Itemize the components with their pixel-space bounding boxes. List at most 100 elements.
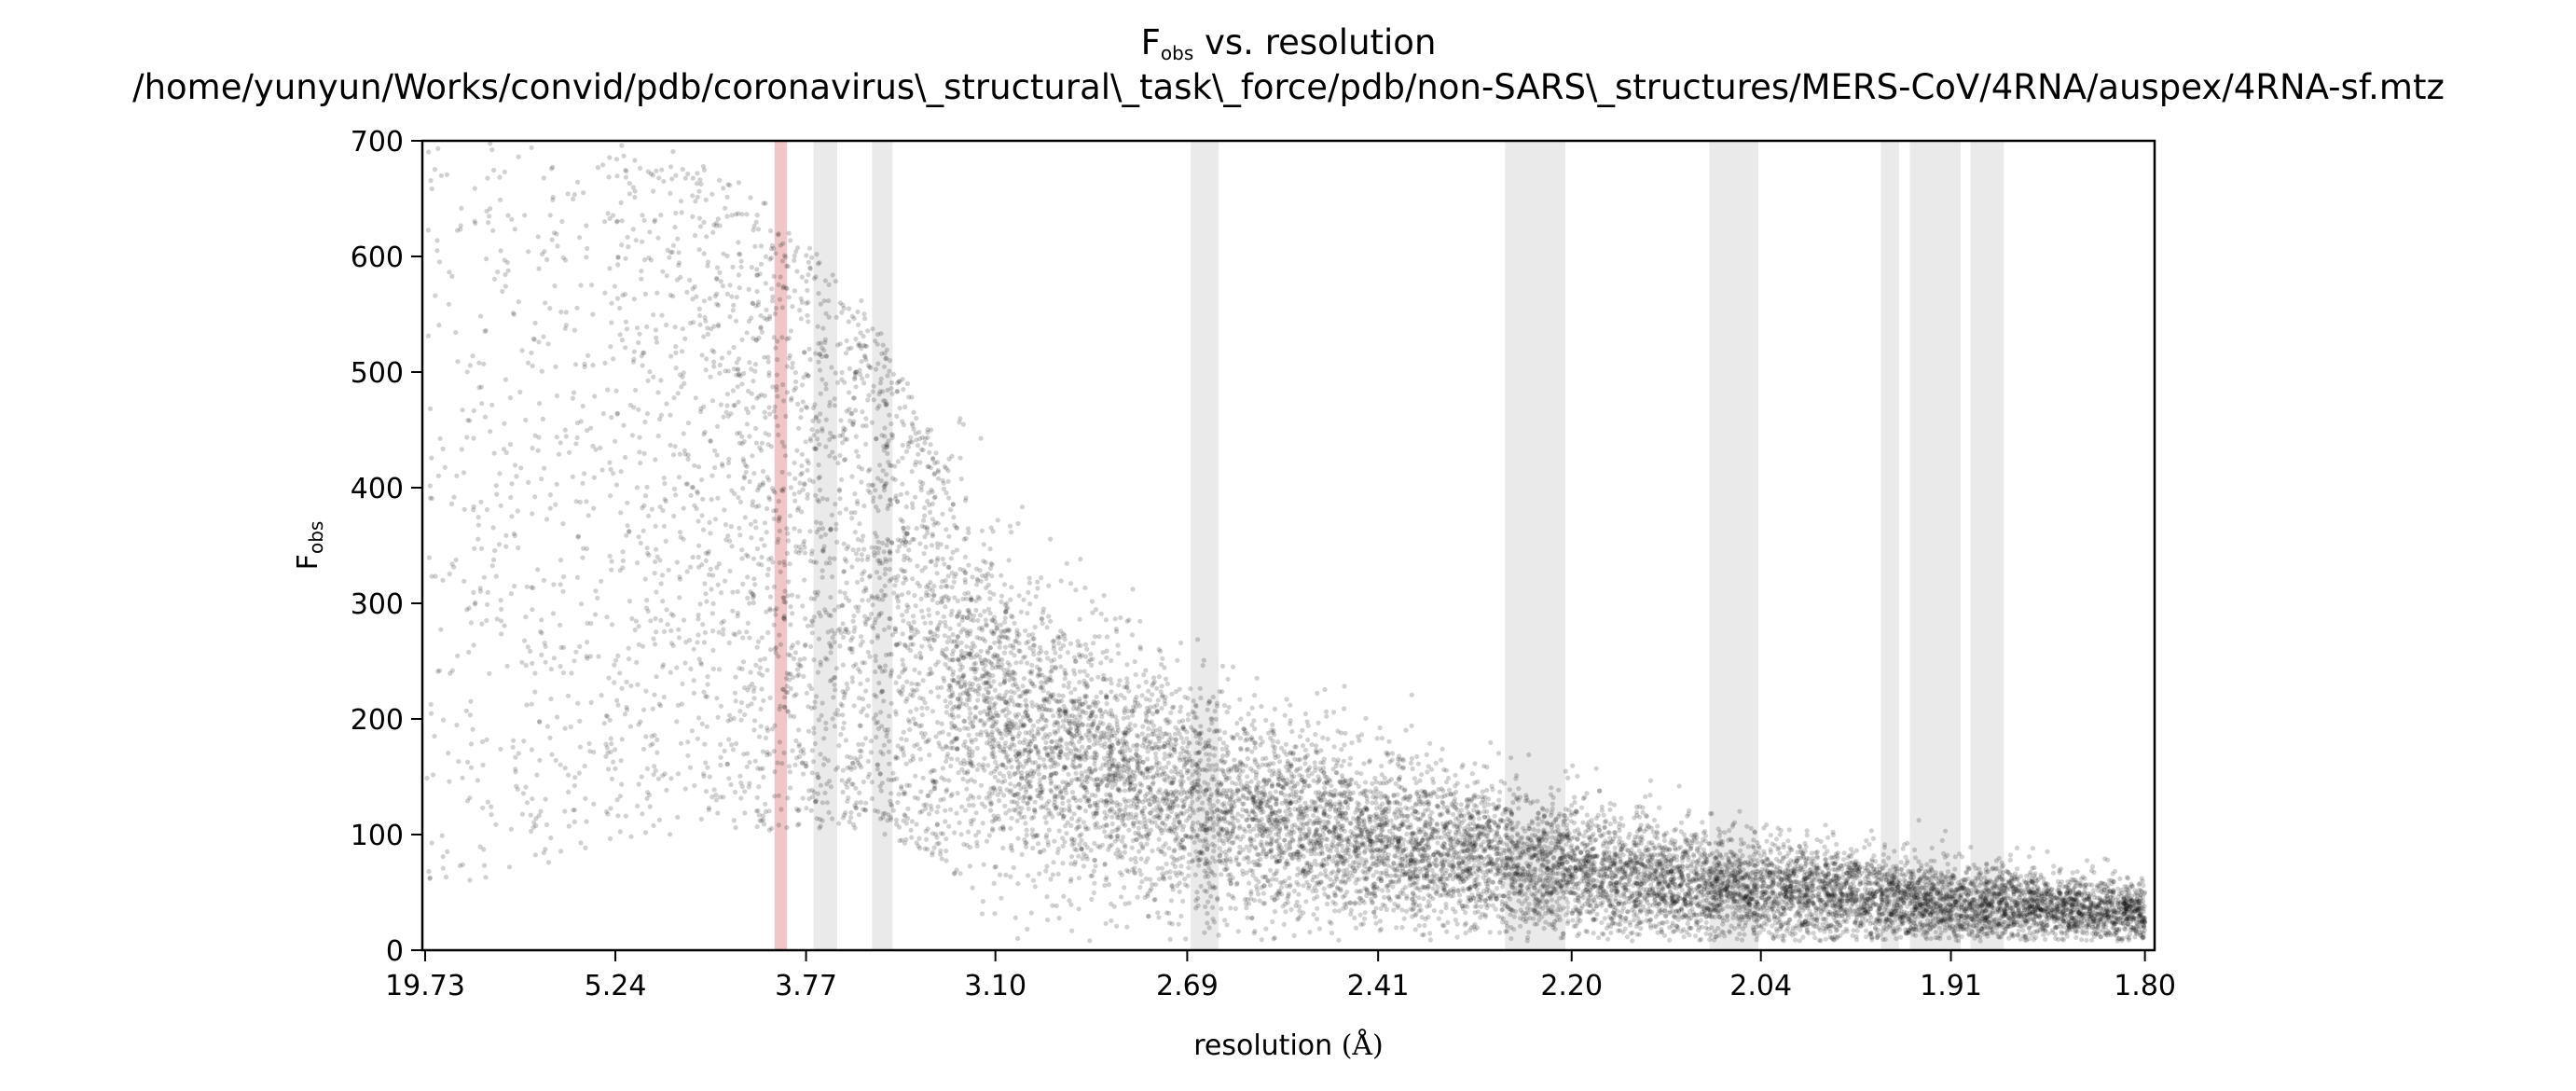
scatter-point	[1166, 846, 1172, 851]
scatter-point	[1228, 872, 1233, 877]
scatter-point	[2059, 910, 2065, 916]
scatter-point	[923, 828, 929, 835]
scatter-point	[1125, 714, 1131, 720]
scatter-point	[539, 617, 544, 623]
scatter-point	[1985, 933, 1991, 939]
scatter-point	[2129, 883, 2135, 890]
scatter-point	[1507, 890, 1512, 895]
scatter-point	[1638, 861, 1644, 866]
scatter-point	[900, 442, 905, 448]
scatter-point	[1525, 887, 1531, 892]
scatter-point	[1781, 938, 1786, 944]
scatter-point	[1075, 707, 1081, 712]
scatter-point	[1313, 732, 1318, 738]
scatter-point	[1463, 920, 1469, 926]
scatter-point	[1091, 814, 1096, 820]
scatter-point	[884, 472, 889, 477]
scatter-point	[1635, 916, 1641, 921]
scatter-point	[1277, 880, 1283, 886]
scatter-point	[1219, 689, 1225, 695]
scatter-point	[1148, 790, 1153, 795]
scatter-point	[1813, 907, 1819, 913]
scatter-point	[1963, 869, 1969, 875]
scatter-point	[1634, 829, 1640, 835]
scatter-point	[1653, 924, 1659, 930]
scatter-point	[981, 542, 986, 547]
scatter-point	[971, 803, 976, 808]
scatter-point	[1397, 894, 1402, 900]
scatter-point	[1357, 912, 1363, 918]
scatter-point	[1862, 905, 1867, 910]
scatter-point	[1313, 808, 1318, 813]
scatter-point	[609, 622, 615, 628]
scatter-point	[792, 476, 798, 481]
scatter-point	[929, 646, 934, 652]
scatter-point	[1368, 789, 1373, 794]
scatter-point	[1069, 928, 1075, 933]
scatter-point	[913, 773, 918, 779]
scatter-point	[915, 442, 921, 449]
scatter-point	[1229, 734, 1234, 739]
scatter-point	[2118, 915, 2124, 920]
scatter-point	[1036, 704, 1041, 710]
scatter-point	[1702, 855, 1708, 861]
scatter-point	[1703, 833, 1709, 838]
scatter-point	[432, 167, 437, 173]
scatter-point	[1994, 876, 2000, 881]
scatter-point	[1446, 787, 1453, 793]
scatter-point	[1570, 918, 1576, 923]
scatter-point	[579, 601, 585, 607]
scatter-point	[759, 440, 765, 446]
scatter-point	[1707, 865, 1713, 872]
scatter-point	[489, 147, 495, 153]
scatter-point	[1515, 855, 1522, 861]
scatter-point	[662, 480, 668, 487]
scatter-point	[2067, 911, 2073, 918]
scatter-point	[957, 727, 962, 733]
scatter-point	[2126, 896, 2131, 902]
scatter-point	[2095, 903, 2101, 909]
scatter-point	[931, 522, 937, 528]
scatter-point	[1083, 748, 1089, 753]
scatter-point	[1880, 859, 1886, 864]
scatter-point	[939, 600, 944, 605]
scatter-point	[1451, 811, 1456, 818]
scatter-point	[853, 337, 859, 342]
scatter-point	[2113, 915, 2118, 920]
scatter-point	[788, 622, 793, 628]
scatter-point	[1860, 896, 1866, 903]
scatter-point	[785, 264, 791, 269]
scatter-point	[985, 582, 991, 588]
scatter-point	[1607, 807, 1613, 812]
scatter-point	[1635, 883, 1641, 890]
scatter-point	[1193, 762, 1199, 767]
scatter-point	[637, 449, 642, 455]
scatter-point	[1766, 896, 1771, 902]
scatter-point	[1834, 873, 1839, 878]
scatter-point	[1501, 893, 1507, 899]
scatter-point	[1674, 857, 1680, 863]
scatter-point	[1068, 721, 1073, 726]
scatter-point	[1376, 855, 1382, 861]
scatter-point	[1922, 921, 1928, 928]
scatter-point	[619, 685, 625, 691]
ice-ring-band-0	[813, 141, 837, 950]
scatter-point	[1745, 844, 1751, 849]
scatter-point	[1945, 882, 1950, 888]
scatter-point	[853, 551, 860, 557]
scatter-point	[1004, 601, 1010, 606]
scatter-point	[707, 774, 712, 780]
scatter-point	[1178, 781, 1184, 787]
scatter-point	[1353, 900, 1358, 905]
scatter-point	[1496, 840, 1502, 846]
scatter-point	[810, 794, 816, 800]
scatter-point	[949, 585, 955, 590]
scatter-point	[1804, 888, 1811, 893]
scatter-point	[1138, 856, 1144, 862]
scatter-point	[1777, 865, 1783, 871]
scatter-point	[746, 784, 752, 790]
scatter-point	[1944, 885, 1950, 891]
scatter-point	[1218, 782, 1223, 788]
scatter-point	[1019, 769, 1025, 776]
scatter-point	[1162, 697, 1167, 704]
